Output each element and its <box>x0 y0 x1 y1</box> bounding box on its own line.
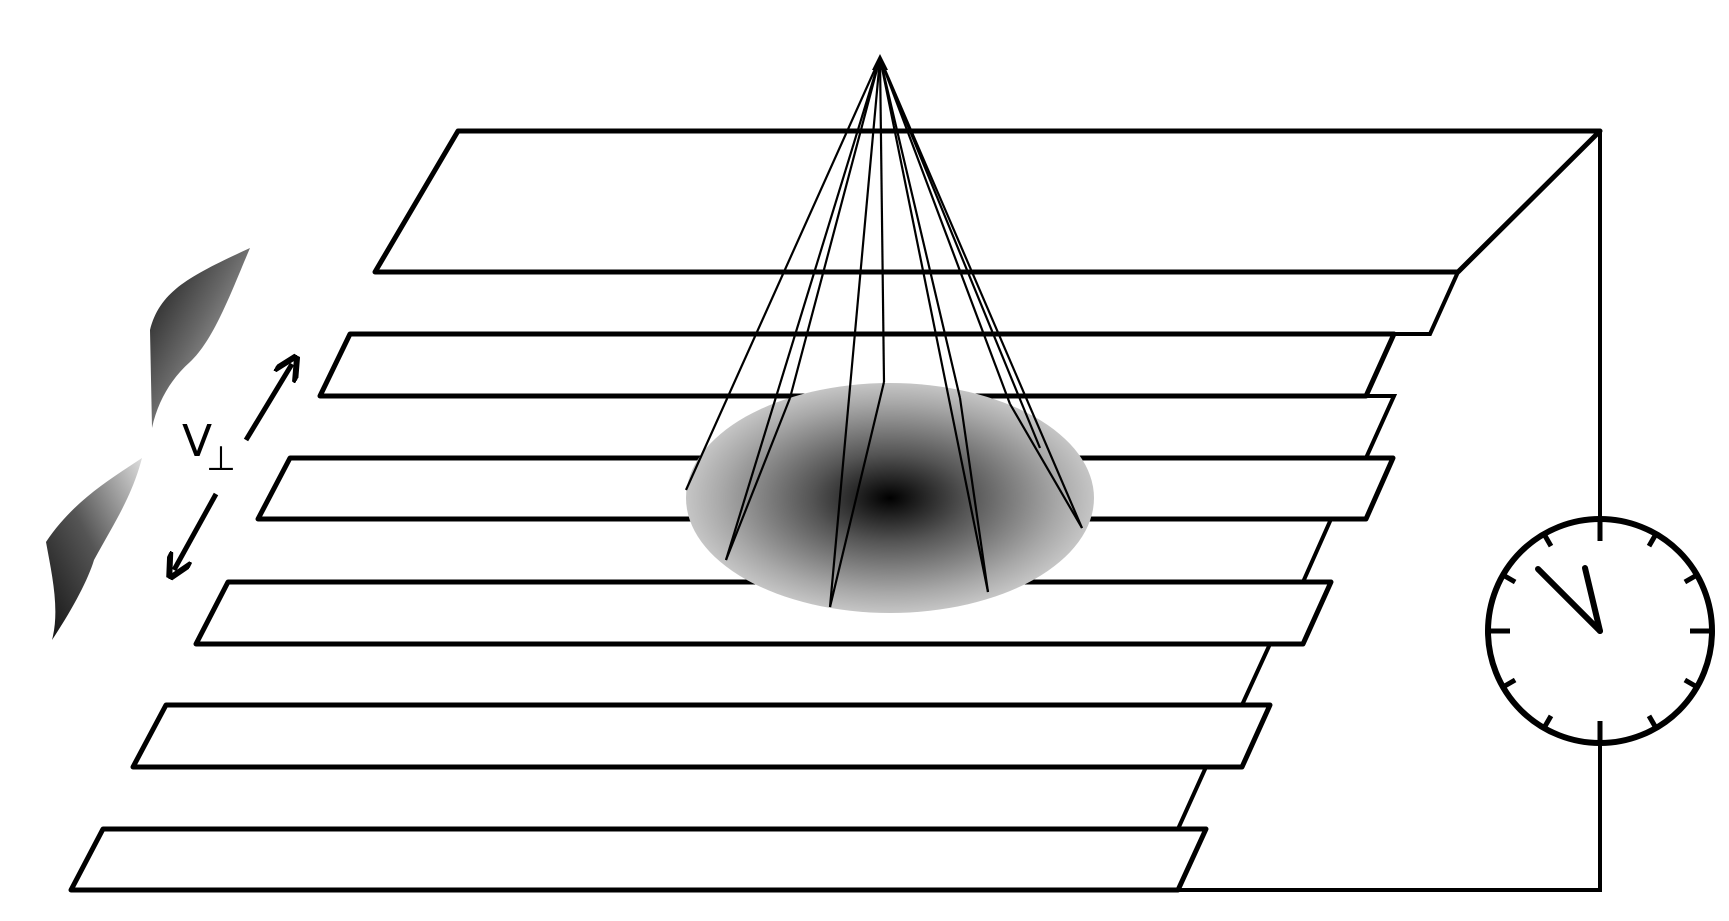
wave-profile-icon <box>46 248 250 640</box>
wave-lobe-top <box>150 248 250 428</box>
strip-edge-e <box>103 765 1210 831</box>
meter-tick <box>1542 534 1554 548</box>
velocity-label: V⊥ <box>182 416 236 479</box>
strip-1 <box>372 128 1603 275</box>
meter-tick <box>1503 677 1517 689</box>
strip-5 <box>130 702 1273 770</box>
meter-tick <box>1542 714 1554 728</box>
dial-meter-icon <box>1485 516 1715 746</box>
meter-needle-right <box>1582 565 1603 634</box>
meter-needle <box>1535 566 1603 634</box>
meter-tick <box>1683 573 1697 585</box>
velocity-arrow-down <box>174 492 219 570</box>
strip-6 <box>68 826 1209 893</box>
meter-tick <box>1646 534 1658 548</box>
strip-4 <box>193 579 1334 647</box>
cone-apex <box>872 54 888 70</box>
meter-tick <box>1683 677 1697 689</box>
velocity-label-main: V <box>182 416 212 467</box>
velocity-label-subscript: ⊥ <box>206 439 236 479</box>
light-cone-icon <box>684 54 1084 608</box>
velocity-arrow-up <box>243 364 292 442</box>
meter-wire-bottom <box>1178 744 1602 892</box>
meter-tick <box>1646 714 1658 728</box>
illumination-spot <box>686 383 1094 613</box>
meter-tick <box>1503 573 1517 585</box>
wave-lobe-bottom <box>46 458 142 640</box>
meter-ticks <box>1490 521 1710 741</box>
strip-edge-a <box>350 270 1462 336</box>
strip-edge-d <box>166 642 1274 707</box>
